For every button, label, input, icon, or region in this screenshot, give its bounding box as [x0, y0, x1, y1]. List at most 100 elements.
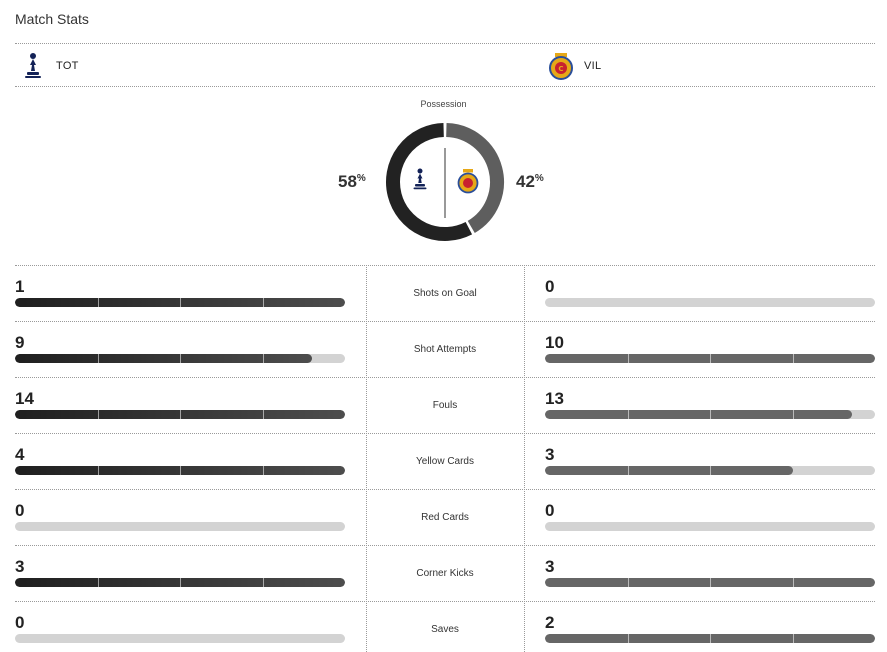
- home-stat-bar: [15, 578, 345, 587]
- stat-label: Fouls: [432, 400, 458, 411]
- possession-donut: [386, 123, 504, 241]
- possession-label: Possession: [420, 99, 467, 109]
- home-possession-pct: 58%: [338, 172, 366, 191]
- bar-tick: [180, 354, 181, 363]
- stat-label: Shots on Goal: [413, 288, 477, 299]
- home-stat-bar: [15, 466, 345, 475]
- divider: [15, 601, 875, 602]
- stat-label: Red Cards: [421, 512, 469, 523]
- away-stat-value: 3: [545, 557, 555, 576]
- svg-text:C: C: [558, 65, 563, 73]
- stat-row: 9 10 Shot Attempts: [15, 321, 875, 377]
- divider: [15, 545, 875, 546]
- bar-tick: [97, 354, 99, 363]
- stat-label: Saves: [431, 624, 459, 635]
- home-stat-bar: [15, 634, 345, 643]
- away-stat-value: 0: [545, 501, 555, 520]
- away-stat-bar-fill: [545, 466, 793, 475]
- stat-row: 0 2 Saves: [15, 601, 875, 652]
- bar-tick: [262, 298, 264, 307]
- divider: [15, 265, 875, 266]
- home-stat-bar: [15, 354, 345, 363]
- stat-row: 1 0 Shots on Goal: [15, 265, 875, 321]
- bar-tick: [627, 466, 629, 475]
- home-stat-value: 0: [15, 613, 25, 632]
- home-stat-bar: [15, 410, 345, 419]
- away-stat-value: 0: [545, 277, 555, 296]
- away-stat-bar: [545, 298, 875, 307]
- column-divider: [366, 265, 367, 652]
- stat-label: Yellow Cards: [416, 456, 474, 467]
- home-team-name: TOT: [56, 60, 79, 72]
- home-stat-value: 3: [15, 557, 25, 576]
- home-stat-bar: [15, 522, 345, 531]
- home-stat-value: 1: [15, 277, 25, 296]
- bar-tick: [180, 410, 181, 419]
- bar-tick: [627, 634, 629, 643]
- bar-tick: [627, 410, 629, 419]
- home-stat-value: 0: [15, 501, 25, 520]
- home-stat-value: 4: [15, 445, 25, 464]
- away-stat-value: 13: [545, 389, 564, 408]
- divider: [15, 86, 875, 87]
- bar-tick: [97, 466, 99, 475]
- away-stat-bar: [545, 634, 875, 643]
- page-title: Match Stats: [15, 11, 89, 27]
- bar-tick: [710, 466, 711, 475]
- away-team[interactable]: C VIL: [548, 49, 601, 83]
- bar-tick: [627, 354, 629, 363]
- bar-tick: [180, 578, 181, 587]
- bar-tick: [97, 578, 99, 587]
- bar-tick: [97, 298, 99, 307]
- bar-tick: [710, 634, 711, 643]
- away-stat-value: 2: [545, 613, 555, 632]
- villarreal-crest-icon: [457, 169, 479, 194]
- tottenham-crest-icon: [413, 168, 427, 190]
- home-stat-bar: [15, 298, 345, 307]
- home-stat-bar-fill: [15, 354, 312, 363]
- bar-tick: [792, 634, 794, 643]
- stat-label: Shot Attempts: [413, 344, 477, 355]
- bar-tick: [180, 298, 181, 307]
- home-team[interactable]: TOT: [20, 49, 79, 83]
- bar-tick: [710, 410, 711, 419]
- stat-row: 4 3 Yellow Cards: [15, 433, 875, 489]
- away-stat-bar-fill: [545, 410, 852, 419]
- away-stat-value: 10: [545, 333, 564, 352]
- bar-tick: [262, 354, 264, 363]
- away-team-name: VIL: [584, 60, 602, 72]
- bar-tick: [792, 354, 794, 363]
- bar-tick: [97, 410, 99, 419]
- bar-tick: [792, 578, 794, 587]
- bar-tick: [262, 466, 264, 475]
- home-stat-value: 14: [15, 389, 34, 408]
- away-stat-bar: [545, 354, 875, 363]
- divider: [15, 433, 875, 434]
- away-stat-value: 3: [545, 445, 555, 464]
- stat-label: Corner Kicks: [416, 568, 474, 579]
- away-possession-pct: 42%: [516, 172, 544, 191]
- bar-tick: [710, 578, 711, 587]
- divider: [15, 43, 875, 44]
- away-stat-bar: [545, 410, 875, 419]
- bar-tick: [262, 578, 264, 587]
- tottenham-crest-icon: [20, 51, 46, 81]
- stat-row: 3 3 Corner Kicks: [15, 545, 875, 601]
- bar-tick: [627, 578, 629, 587]
- stat-row: 14 13 Fouls: [15, 377, 875, 433]
- divider: [15, 489, 875, 490]
- bar-tick: [180, 466, 181, 475]
- divider: [15, 377, 875, 378]
- bar-tick: [792, 410, 794, 419]
- villarreal-crest-icon: C: [548, 51, 574, 81]
- away-stat-bar: [545, 522, 875, 531]
- divider: [15, 321, 875, 322]
- home-stat-value: 9: [15, 333, 25, 352]
- bar-tick: [262, 410, 264, 419]
- away-stat-bar: [545, 466, 875, 475]
- possession-away-arc: [445, 123, 504, 233]
- column-divider: [524, 265, 525, 652]
- stat-row: 0 0 Red Cards: [15, 489, 875, 545]
- possession-home-arc: [386, 123, 473, 241]
- away-stat-bar: [545, 578, 875, 587]
